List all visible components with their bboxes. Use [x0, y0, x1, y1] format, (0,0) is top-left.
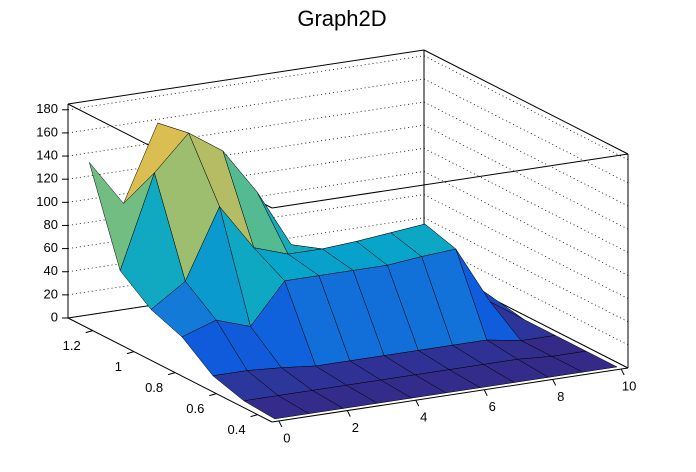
y-tick — [209, 393, 217, 397]
y-tick — [250, 414, 258, 418]
y-tick-label: 1 — [115, 359, 122, 374]
grid-line — [423, 55, 629, 161]
grid-line — [67, 78, 425, 134]
z-tick-label: 180 — [36, 101, 58, 116]
y-tick — [168, 372, 176, 376]
y-tick-label: 1.2 — [63, 338, 81, 353]
grid-line — [423, 101, 629, 207]
grid-line — [423, 147, 629, 253]
y-axis — [67, 317, 273, 423]
z-tick-label: 20 — [44, 286, 58, 301]
y-tick-label: 0.8 — [145, 380, 163, 395]
x-tick — [620, 368, 625, 376]
x-tick — [552, 379, 557, 386]
x-tick-label: 4 — [420, 410, 427, 425]
z-tick-label: 160 — [36, 124, 58, 139]
grid-line — [67, 101, 425, 157]
z-tick-label: 140 — [36, 147, 58, 162]
y-tick-label: 0.6 — [186, 401, 204, 416]
box-edge — [67, 49, 425, 105]
grid-line — [423, 124, 629, 230]
x-tick — [346, 410, 351, 417]
x-tick-label: 8 — [557, 389, 564, 404]
y-tick — [85, 330, 93, 334]
x-tick-label: 10 — [622, 378, 636, 393]
grid-line — [423, 78, 629, 184]
z-tick-label: 120 — [36, 171, 58, 186]
x-tick — [415, 399, 420, 407]
surface-cell — [243, 395, 310, 420]
z-tick-label: 80 — [44, 217, 58, 232]
z-tick-label: 100 — [36, 194, 58, 209]
x-tick-label: 6 — [489, 399, 496, 414]
z-tick-label: 0 — [51, 309, 58, 324]
y-tick-label: 0.4 — [227, 422, 245, 437]
x-tick-label: 0 — [283, 430, 290, 445]
x-tick — [483, 389, 488, 397]
y-tick — [126, 351, 135, 355]
x-tick-label: 2 — [352, 420, 359, 435]
box-edge — [423, 49, 629, 155]
grid-line — [67, 124, 425, 180]
chart-title: Graph2D — [297, 6, 386, 31]
z-tick-label: 60 — [44, 240, 58, 255]
x-axis — [271, 367, 629, 423]
x-tick — [278, 420, 283, 428]
z-tick-label: 40 — [44, 263, 58, 278]
grid-line — [67, 55, 425, 111]
grid-line — [67, 147, 425, 203]
box-edge — [271, 153, 629, 209]
